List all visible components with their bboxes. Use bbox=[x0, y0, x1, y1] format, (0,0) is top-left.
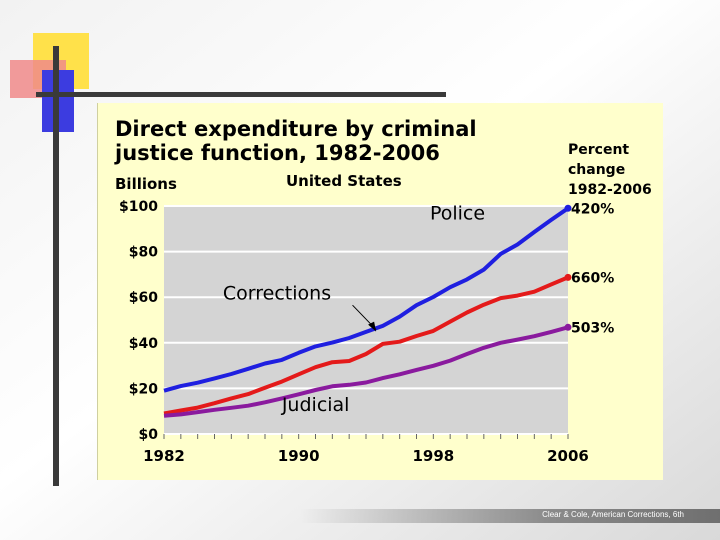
y-tick-label-0: $0 bbox=[139, 427, 159, 443]
x-tick-label-1998: 1998 bbox=[412, 447, 454, 465]
y-tick-label-40: $40 bbox=[129, 336, 158, 352]
pct-header-line1: Percent bbox=[568, 142, 629, 158]
x-minor-ticks bbox=[163, 434, 569, 439]
x-tick-labels: 1982 1990 1998 2006 bbox=[143, 447, 589, 465]
annotation-corrections: Corrections bbox=[223, 282, 331, 304]
series-end-dot-corrections bbox=[564, 273, 572, 281]
y-tick-labels: $0 $20 $40 $60 $80 $100 bbox=[119, 199, 158, 443]
series-line-police bbox=[163, 206, 570, 393]
decor-horizontal-bar bbox=[36, 92, 446, 97]
series-annotations: Police Corrections Judicial bbox=[223, 203, 485, 417]
plot-area bbox=[164, 206, 568, 434]
chart-title-line1: Direct expenditure by criminal bbox=[115, 117, 477, 141]
footer-citation: Clear & Cole, American Corrections, 6th bbox=[542, 510, 684, 519]
footer-band bbox=[300, 509, 720, 523]
x-tick-label-2006: 2006 bbox=[547, 447, 589, 465]
percent-change-labels: 420% 660% 503% bbox=[571, 201, 614, 336]
annotation-judicial: Judicial bbox=[281, 394, 350, 416]
series-end-dot-police bbox=[564, 204, 572, 212]
pct-label-corrections: 660% bbox=[571, 270, 614, 286]
x-tick-label-1990: 1990 bbox=[278, 447, 320, 465]
chart-subtitle: United States bbox=[286, 172, 402, 190]
x-tick-label-1982: 1982 bbox=[143, 447, 185, 465]
series-line-corrections bbox=[163, 275, 569, 416]
pct-header-line3: 1982-2006 bbox=[568, 182, 652, 198]
decor-vertical-bar bbox=[53, 46, 59, 486]
chart-panel: Direct expenditure by criminal justice f… bbox=[97, 103, 663, 480]
annotation-arrowhead-corrections bbox=[368, 321, 377, 332]
series-layer bbox=[163, 204, 572, 418]
series-end-dot-judicial bbox=[564, 323, 572, 331]
pct-label-police: 420% bbox=[571, 201, 614, 217]
pct-header-line2: change bbox=[568, 162, 625, 178]
series-line-judicial bbox=[163, 325, 569, 418]
y-tick-label-100: $100 bbox=[119, 199, 158, 215]
y-tick-label-20: $20 bbox=[129, 381, 158, 397]
expenditure-chart: Direct expenditure by criminal justice f… bbox=[114, 117, 652, 465]
y-tick-label-80: $80 bbox=[129, 245, 158, 261]
chart-title-line2: justice function, 1982-2006 bbox=[114, 141, 440, 165]
y-axis-label: Billions bbox=[115, 175, 177, 193]
pct-label-judicial: 503% bbox=[571, 320, 614, 336]
annotation-police: Police bbox=[430, 203, 485, 225]
y-tick-label-60: $60 bbox=[129, 290, 158, 306]
